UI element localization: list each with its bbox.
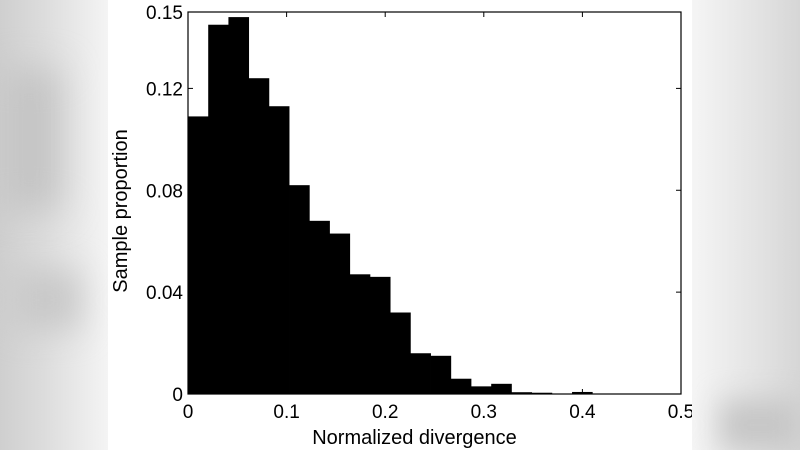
y-tick-label: 0.15 xyxy=(146,3,183,24)
histogram-bar-6 xyxy=(289,185,310,394)
histogram-bar-15 xyxy=(470,386,492,394)
y-tick-label: 0.04 xyxy=(146,283,183,304)
histogram-bar-8 xyxy=(329,233,351,394)
plot-frame xyxy=(187,11,682,395)
y-tick-label: 0.08 xyxy=(146,181,183,202)
histogram-bar-1 xyxy=(188,116,209,394)
x-tick-label: 0.1 xyxy=(273,402,299,423)
bars-layer xyxy=(188,17,593,395)
histogram-bar-4 xyxy=(248,78,270,395)
histogram-bar-13 xyxy=(430,355,452,394)
histogram-bar-12 xyxy=(410,353,431,394)
blurred-background-left xyxy=(0,0,108,450)
x-tick-label: 0 xyxy=(183,402,194,423)
histogram-bar-17 xyxy=(511,392,533,394)
x-tick-label: 0.5 xyxy=(668,402,692,423)
histogram-figure: 0 0.04 0.08 0.12 0.15 0 0.1 0.2 0.3 0.4 0.5 Norma… xyxy=(108,0,692,450)
x-tick-label: 0.3 xyxy=(471,402,497,423)
x-tick-label: 0.2 xyxy=(372,402,398,423)
blurred-background-right xyxy=(692,0,800,450)
histogram-bar-9 xyxy=(349,274,371,394)
histogram-bar-3 xyxy=(228,17,250,395)
histogram-bar-11 xyxy=(390,312,411,394)
histogram-bar-14 xyxy=(450,378,472,394)
histogram-bar-2 xyxy=(208,24,229,394)
y-tick-label: 0.12 xyxy=(146,79,183,100)
x-axis-title: Normalized divergence xyxy=(312,427,517,449)
histogram-bar-7 xyxy=(309,220,330,394)
y-axis-title: Sample proportion xyxy=(110,129,132,292)
x-tick-label: 0.4 xyxy=(569,402,596,423)
x-tick-labels: 0 0.1 0.2 0.3 0.4 0.5 xyxy=(183,402,692,423)
histogram-bar-18 xyxy=(531,392,553,394)
histogram-bar-16 xyxy=(491,383,512,394)
histogram-bar-5 xyxy=(268,106,290,394)
y-tick-label: 0 xyxy=(172,385,183,406)
histogram-chart: 0 0.04 0.08 0.12 0.15 0 0.1 0.2 0.3 0.4 0.5 Norma… xyxy=(110,3,692,449)
histogram-bar-10 xyxy=(369,276,391,394)
y-tick-labels: 0 0.04 0.08 0.12 0.15 xyxy=(146,3,183,406)
